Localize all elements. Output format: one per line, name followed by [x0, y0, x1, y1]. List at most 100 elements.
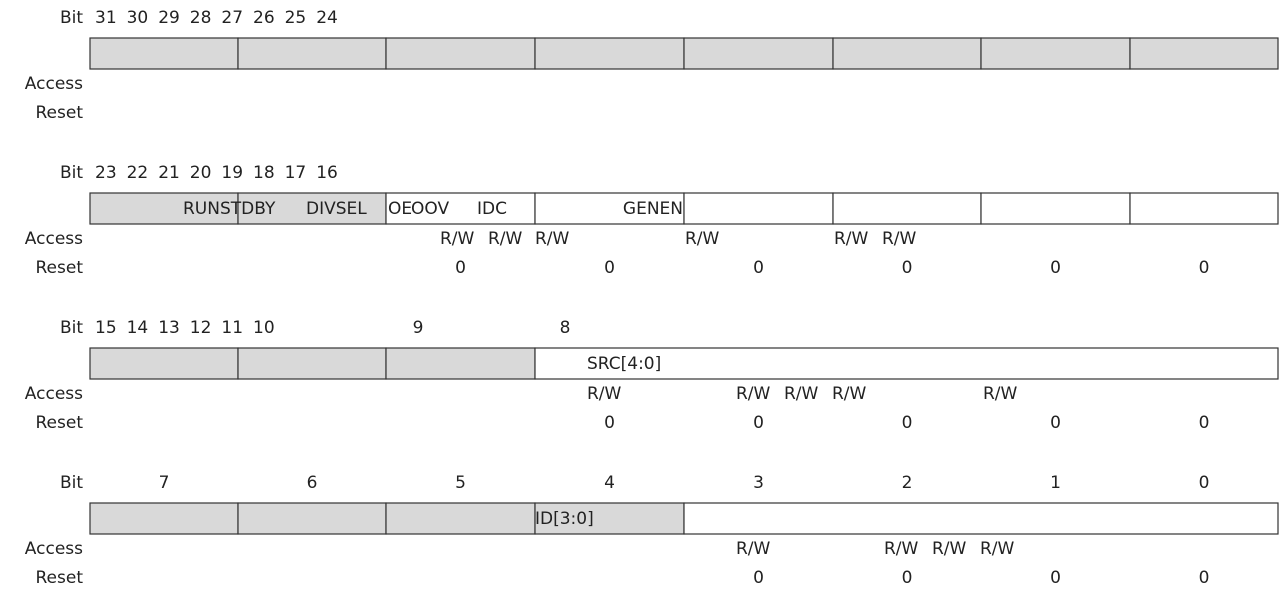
- bit-cell: [683, 192, 834, 225]
- bit-number: 0: [1199, 473, 1210, 493]
- bit-cell: [832, 192, 982, 225]
- reset-value: 0: [902, 568, 913, 588]
- bit-number: 19: [221, 163, 243, 183]
- bit-number: 29: [158, 8, 180, 28]
- bit-cell: [1129, 192, 1279, 225]
- reset-value: 0: [604, 413, 615, 433]
- reset-value: 0: [1199, 568, 1210, 588]
- access-label: Access: [25, 539, 83, 559]
- bit-cell: [89, 502, 239, 535]
- bit-number: 5: [455, 473, 466, 493]
- field-name: ID[3:0]: [535, 509, 594, 529]
- bit-number: 26: [253, 8, 275, 28]
- access-value: R/W: [685, 229, 720, 249]
- bit-cell: [237, 347, 387, 380]
- field-name: RUNSTDBY: [183, 199, 276, 219]
- bit-number: 18: [253, 163, 275, 183]
- bit-cell: [89, 347, 239, 380]
- access-value: R/W: [832, 384, 867, 404]
- access-label: Access: [25, 229, 83, 249]
- field-name: DIVSEL: [306, 199, 367, 219]
- bit-cell: [1129, 37, 1279, 70]
- bit-number: 15: [95, 318, 117, 338]
- field-name: IDC: [477, 199, 507, 219]
- bit-number: 21: [158, 163, 180, 183]
- bit-number: 27: [221, 8, 243, 28]
- bit-cell: [683, 37, 834, 70]
- reset-value: 0: [1050, 413, 1061, 433]
- bit-number: 7: [159, 473, 170, 493]
- bit-number: 24: [316, 8, 338, 28]
- bit-label: Bit: [60, 318, 83, 338]
- bit-cell: [832, 37, 982, 70]
- reset-value: 0: [1199, 258, 1210, 278]
- bit-number: 22: [127, 163, 149, 183]
- bit-cell: [980, 192, 1131, 225]
- bit-number: 12: [190, 318, 212, 338]
- bit-cell: [385, 347, 536, 380]
- access-value: R/W: [884, 539, 919, 559]
- reset-value: 0: [455, 258, 466, 278]
- reset-value: 0: [1199, 413, 1210, 433]
- bit-label: Bit: [60, 163, 83, 183]
- reset-label: Reset: [36, 413, 84, 433]
- bit-cell: [385, 502, 536, 535]
- access-label: Access: [25, 74, 83, 94]
- bit-cell: [534, 37, 685, 70]
- access-value: R/W: [932, 539, 967, 559]
- bit-cell: [89, 192, 239, 225]
- bit-number: 14: [127, 318, 149, 338]
- bit-cell: [237, 37, 387, 70]
- access-label: Access: [25, 384, 83, 404]
- bit-number: 9: [413, 318, 424, 338]
- bit-number: 3: [753, 473, 764, 493]
- bit-cell: [683, 502, 1279, 535]
- access-value: R/W: [535, 229, 570, 249]
- access-value: R/W: [834, 229, 869, 249]
- access-value: R/W: [736, 539, 771, 559]
- field-name: GENEN: [623, 199, 683, 219]
- bit-label: Bit: [60, 8, 83, 28]
- access-value: R/W: [983, 384, 1018, 404]
- reset-value: 0: [1050, 568, 1061, 588]
- bit-number: 8: [560, 318, 571, 338]
- bit-number: 6: [307, 473, 318, 493]
- bit-number: 23: [95, 163, 117, 183]
- reset-value: 0: [753, 258, 764, 278]
- field-name: OE: [388, 199, 412, 219]
- bit-number: 31: [95, 8, 117, 28]
- bit-number: 20: [190, 163, 212, 183]
- field-name: SRC[4:0]: [587, 354, 661, 374]
- bit-cell: [385, 37, 536, 70]
- bit-cell: [89, 37, 239, 70]
- access-value: R/W: [587, 384, 622, 404]
- bit-cell: [385, 192, 536, 225]
- bit-cell: [980, 37, 1131, 70]
- bit-number: 28: [190, 8, 212, 28]
- reset-label: Reset: [36, 103, 84, 123]
- access-value: R/W: [980, 539, 1015, 559]
- field-name: OOV: [411, 199, 449, 219]
- bit-number: 10: [253, 318, 275, 338]
- access-value: R/W: [488, 229, 523, 249]
- access-value: R/W: [736, 384, 771, 404]
- reset-value: 0: [902, 258, 913, 278]
- bit-number: 11: [221, 318, 243, 338]
- bit-number: 17: [285, 163, 307, 183]
- reset-label: Reset: [36, 568, 84, 588]
- reset-value: 0: [753, 568, 764, 588]
- bit-number: 25: [285, 8, 307, 28]
- reset-value: 0: [753, 413, 764, 433]
- bit-cell: [534, 347, 1279, 380]
- bit-number: 16: [316, 163, 338, 183]
- bit-number: 30: [127, 8, 149, 28]
- reset-value: 0: [902, 413, 913, 433]
- bit-label: Bit: [60, 473, 83, 493]
- bit-number: 1: [1050, 473, 1061, 493]
- reset-value: 0: [604, 258, 615, 278]
- access-value: R/W: [882, 229, 917, 249]
- access-value: R/W: [440, 229, 475, 249]
- access-value: R/W: [784, 384, 819, 404]
- bit-cell: [534, 502, 685, 535]
